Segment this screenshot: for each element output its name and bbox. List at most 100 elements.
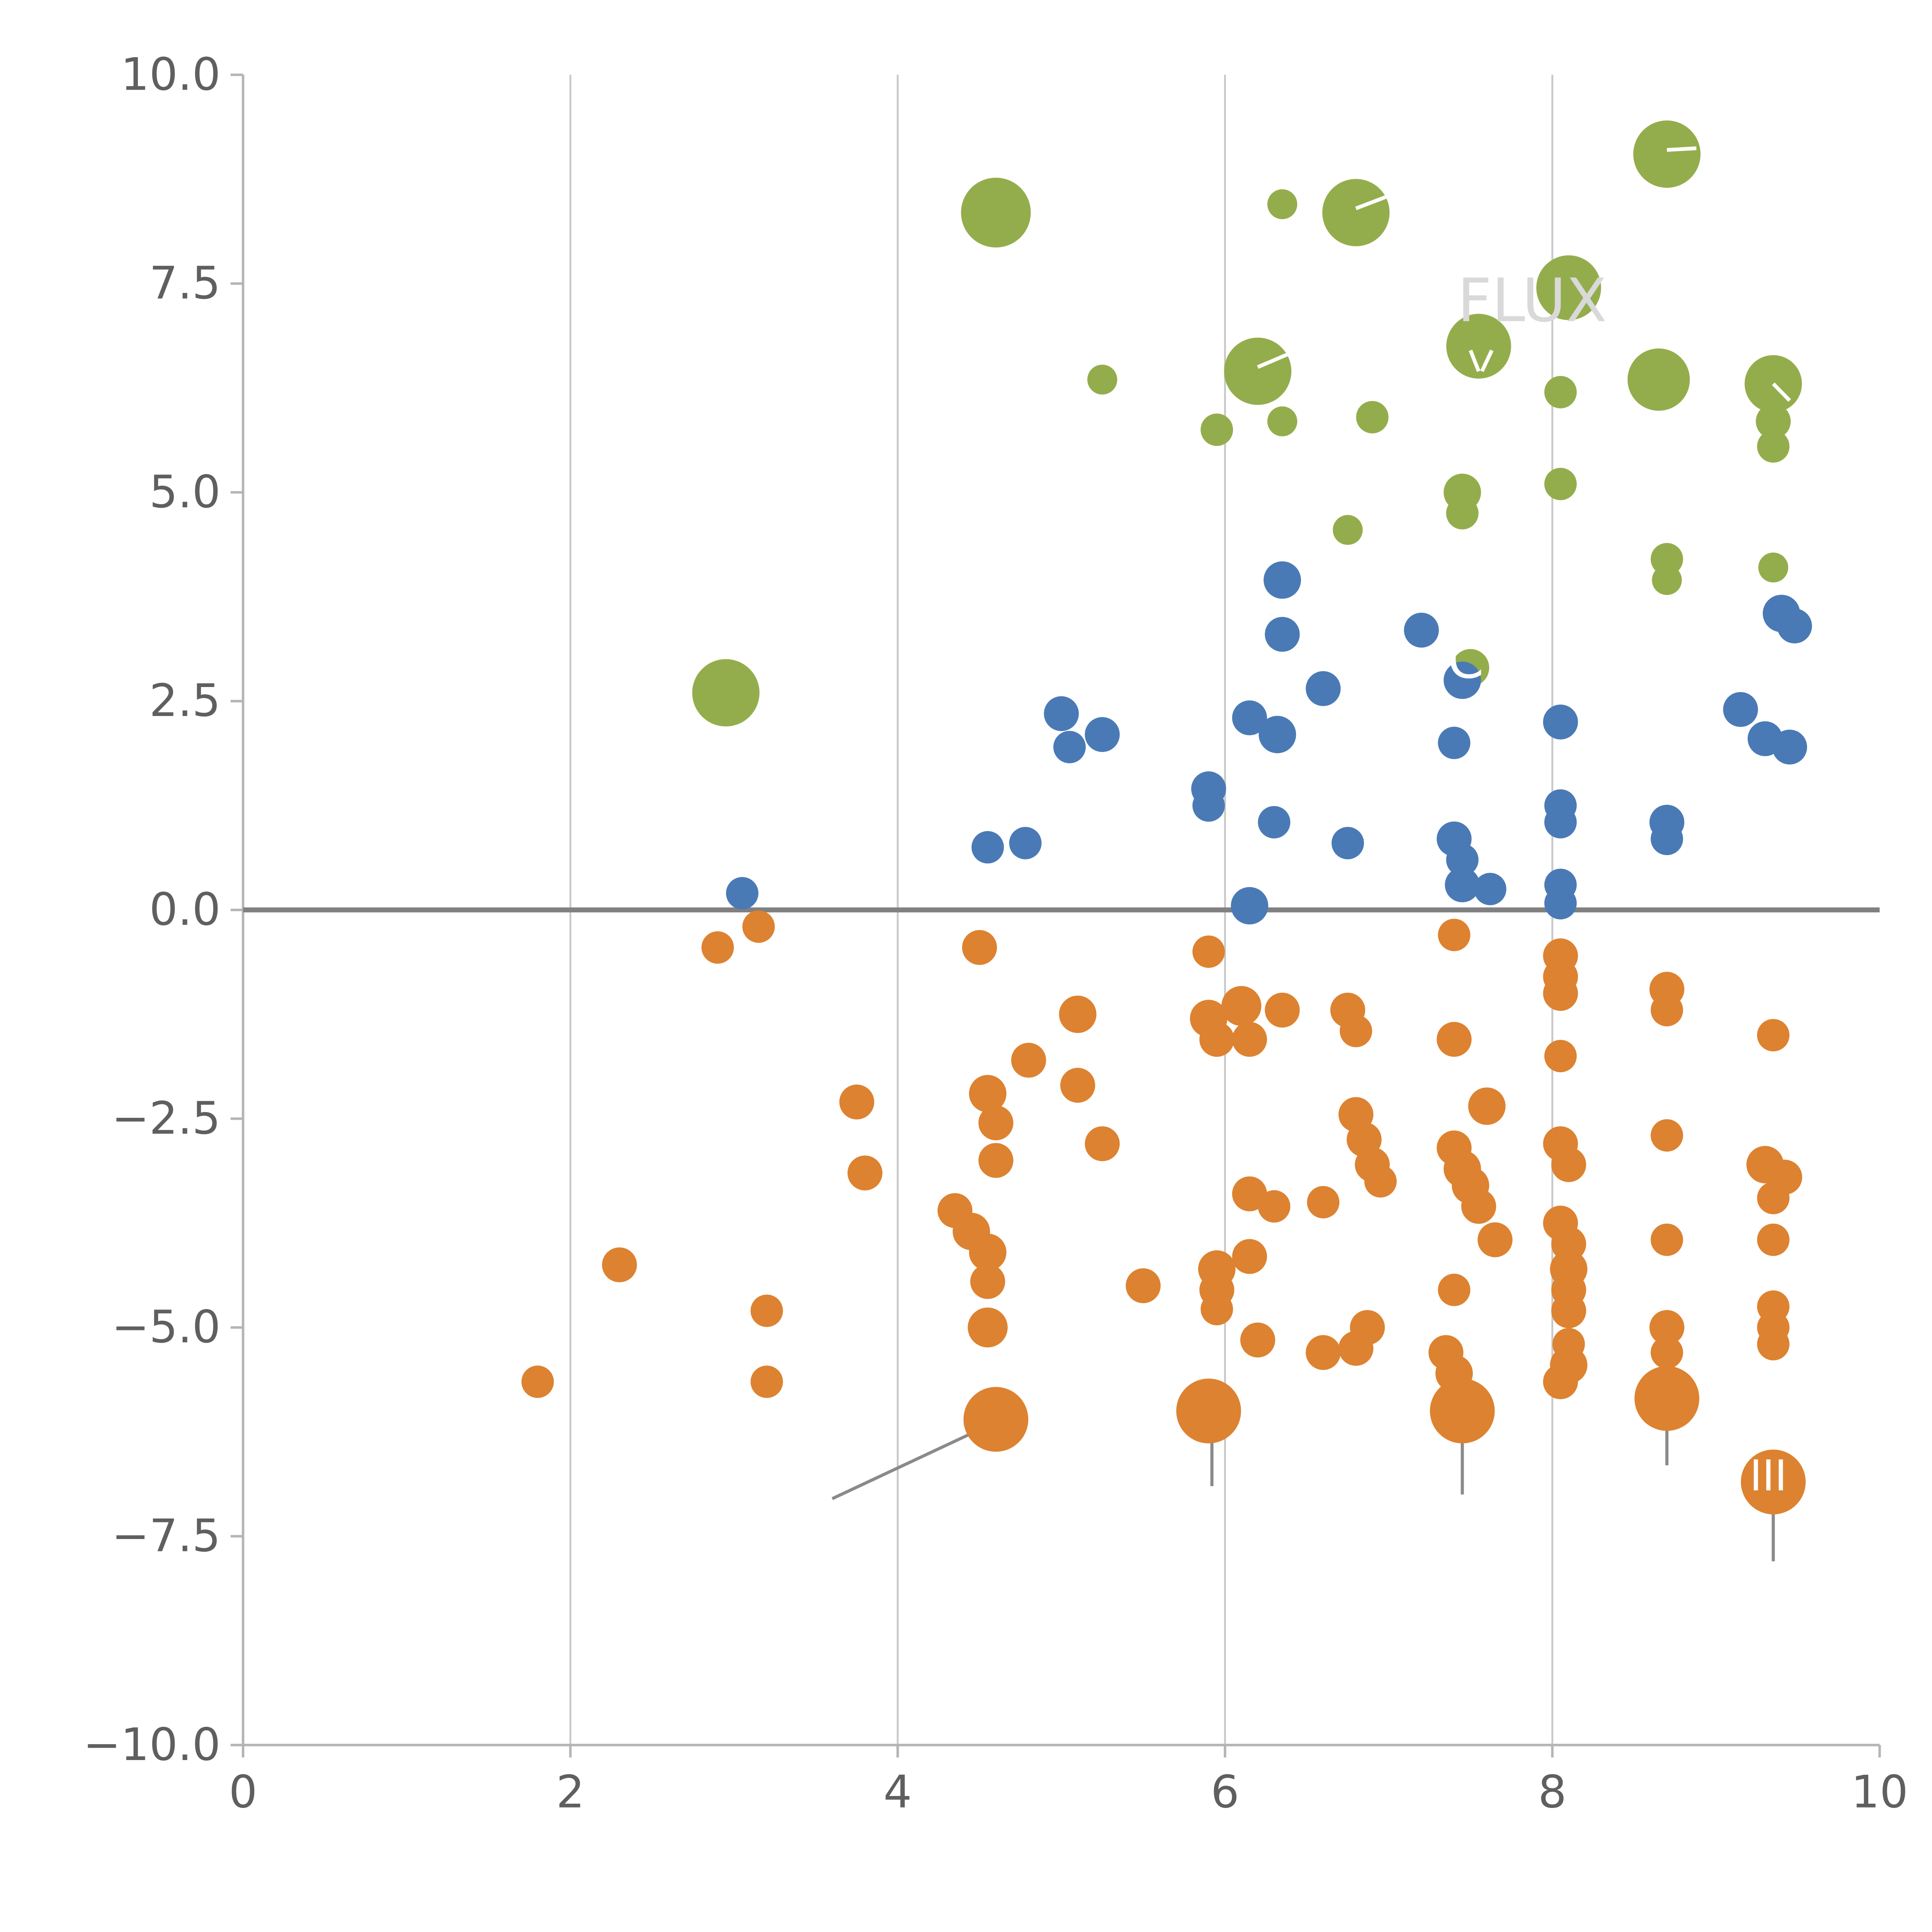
data-point-green-group xyxy=(1650,543,1683,576)
data-point-blue-group xyxy=(1259,716,1296,753)
white-leader-line xyxy=(1355,194,1389,210)
data-point-orange-group xyxy=(847,1155,883,1190)
data-point-orange-group xyxy=(1757,1182,1790,1214)
data-point-green-group xyxy=(1544,468,1577,500)
data-point-orange-group xyxy=(1757,1019,1790,1051)
x-tick-label: 2 xyxy=(556,1766,585,1818)
data-point-orange-group xyxy=(962,930,997,965)
data-point-blue-group xyxy=(1258,806,1291,838)
data-point-orange-group xyxy=(1437,1022,1472,1057)
data-point-orange-group xyxy=(602,1247,637,1282)
data-point-orange-group xyxy=(1340,1015,1372,1048)
data-point-orange-group xyxy=(1544,1040,1577,1072)
data-point-green-group xyxy=(1446,497,1479,530)
white-leader-line xyxy=(1772,382,1791,402)
data-point-orange-group xyxy=(742,910,775,943)
data-point-orange-group xyxy=(1059,995,1097,1033)
annotation-text: FLUX xyxy=(1458,265,1607,335)
data-point-blue-group xyxy=(1044,696,1079,731)
data-point-orange-group xyxy=(1543,976,1578,1011)
data-point-orange-group xyxy=(1650,1223,1683,1256)
data-point-blue-group xyxy=(1438,726,1471,759)
data-point-blue-group xyxy=(1723,692,1758,727)
data-point-orange-group xyxy=(1192,935,1225,968)
data-point-blue-group xyxy=(1265,617,1300,652)
data-point-green-group xyxy=(1652,565,1682,595)
data-point-green-group xyxy=(1333,515,1363,545)
y-tick-label: 5.0 xyxy=(149,466,221,518)
annotation-text: C xyxy=(1447,629,1484,690)
data-point-orange-group xyxy=(1199,1022,1235,1057)
x-tick-label: 4 xyxy=(883,1766,912,1818)
data-point-green-group xyxy=(1536,255,1601,320)
data-point-blue-group xyxy=(1306,671,1341,706)
data-point-green-group xyxy=(1322,179,1390,247)
data-point-blue-group xyxy=(1544,887,1577,920)
data-point-orange-group xyxy=(1307,1186,1340,1219)
leader-line xyxy=(832,1422,993,1500)
data-point-orange-group xyxy=(968,1307,1008,1348)
data-point-orange-group xyxy=(1364,1165,1397,1198)
y-tick-label: −2.5 xyxy=(112,1092,221,1145)
data-point-orange-group xyxy=(1551,1293,1586,1328)
white-leader-line xyxy=(1480,349,1494,372)
data-point-orange-group xyxy=(1461,1189,1496,1224)
data-point-blue-group xyxy=(1332,827,1364,859)
data-point-orange-group xyxy=(1438,918,1471,951)
annotation-text: III xyxy=(1750,1451,1787,1500)
data-point-orange-group xyxy=(1265,993,1300,1028)
data-point-green-group xyxy=(1544,376,1577,408)
y-tick-label: 7.5 xyxy=(149,257,221,310)
data-point-green-group xyxy=(1087,364,1117,395)
y-tick-label: −5.0 xyxy=(112,1301,221,1353)
data-point-orange-group xyxy=(1060,1068,1095,1103)
data-point-orange-group xyxy=(1350,1310,1385,1345)
data-point-blue-group xyxy=(1772,730,1807,765)
data-point-green-group xyxy=(1758,553,1788,583)
data-point-green-group xyxy=(1201,413,1233,446)
data-point-orange-group xyxy=(1438,1274,1471,1306)
data-point-green-group xyxy=(961,177,1031,248)
data-point-blue-group xyxy=(1543,704,1578,740)
data-point-orange-group xyxy=(1085,1126,1120,1162)
x-tick-label: 6 xyxy=(1211,1766,1239,1818)
data-point-orange-group xyxy=(970,1264,1005,1299)
data-point-orange-group xyxy=(701,931,734,964)
data-point-orange-group xyxy=(1650,1336,1683,1369)
y-tick-label: −10.0 xyxy=(83,1719,221,1771)
y-tick-label: 0.0 xyxy=(149,884,221,936)
data-point-blue-group xyxy=(1474,872,1507,905)
data-point-orange-group xyxy=(750,1366,783,1398)
y-tick-label: 2.5 xyxy=(149,675,221,727)
data-point-green-group xyxy=(1356,401,1389,434)
data-point-blue-group xyxy=(1085,717,1120,752)
white-leader-line xyxy=(1667,146,1697,152)
data-point-blue-group xyxy=(1446,844,1479,876)
data-point-orange-group xyxy=(1221,986,1262,1026)
data-point-orange-group xyxy=(1649,1310,1685,1345)
data-point-orange-group xyxy=(1543,1364,1578,1400)
data-point-orange-group xyxy=(1240,1322,1276,1358)
data-point-blue-group xyxy=(1231,887,1269,925)
data-point-blue-group xyxy=(1053,731,1086,764)
data-point-blue-group xyxy=(1544,806,1577,838)
data-point-green-group xyxy=(1267,406,1298,437)
data-point-orange-group xyxy=(1176,1378,1241,1444)
data-point-orange-group xyxy=(1258,1190,1291,1223)
data-point-orange-group xyxy=(1201,1293,1233,1325)
data-point-green-group xyxy=(1633,120,1701,188)
data-point-orange-group xyxy=(1741,1449,1806,1515)
data-point-blue-group xyxy=(1650,823,1683,855)
data-point-orange-group xyxy=(521,1366,554,1398)
data-point-blue-group xyxy=(726,877,759,910)
data-point-green-group xyxy=(1757,430,1790,463)
data-point-blue-group xyxy=(1444,662,1481,699)
x-tick-label: 8 xyxy=(1538,1766,1566,1818)
data-point-orange-group xyxy=(1757,1328,1790,1361)
data-point-orange-group xyxy=(1478,1222,1513,1257)
data-point-orange-group xyxy=(963,1387,1029,1452)
data-point-blue-group xyxy=(1777,608,1812,644)
data-point-green-group xyxy=(692,659,760,726)
data-point-orange-group xyxy=(978,1105,1014,1141)
